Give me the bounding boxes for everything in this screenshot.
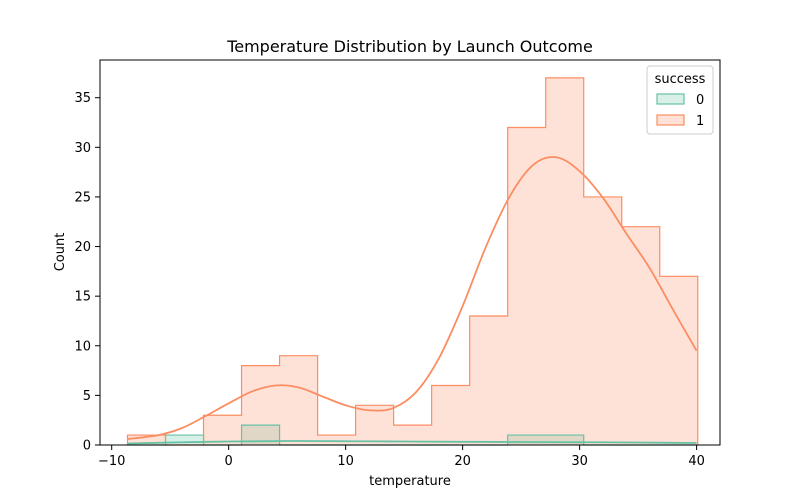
y-tick-label: 20 [74,240,91,255]
bar-series-1 [279,355,318,445]
kde-line-series-0 [127,440,697,445]
bar-series-1 [583,196,622,445]
y-tick-label: 15 [74,290,91,305]
y-tick-label: 35 [74,91,91,106]
legend-frame [646,65,714,135]
x-tick-label: 40 [688,454,705,469]
axes-frame [99,59,721,446]
bar-series-0 [507,435,546,445]
bar-series-1 [545,77,584,445]
bar-series-1 [393,425,432,445]
bar-series-1 [317,435,356,445]
bar-series-1 [621,226,660,445]
legend-title: success [655,72,706,87]
bar-series-1 [431,385,470,445]
bar-series-1 [241,365,280,445]
y-tick-label: 5 [83,389,91,404]
legend-swatch-0 [656,93,685,105]
bar-series-1 [355,405,394,445]
x-tick-label: 30 [571,454,588,469]
y-tick-label: 0 [83,439,91,454]
y-tick-label: 30 [74,141,91,156]
x-tick-label: 0 [225,454,233,469]
y-tick-label: 10 [74,339,91,354]
legend-swatch-1 [656,114,685,126]
x-tick-label: 20 [454,454,471,469]
bar-series-0 [545,435,584,445]
x-axis-label: temperature [369,474,451,489]
kde-line-series-1 [127,156,698,440]
bar-series-1 [507,127,546,445]
plot-area [126,77,699,446]
bar-series-0 [165,435,204,445]
y-tick-label: 25 [74,190,91,205]
x-axis: −10 0 10 20 30 40 [98,445,705,469]
legend-label-0: 0 [696,93,704,108]
bar-series-1 [469,316,508,445]
bar-series-1 [127,435,166,445]
bar-series-0 [241,425,280,445]
chart-title: Temperature Distribution by Launch Outco… [226,37,593,56]
legend: success 0 1 [646,65,714,135]
y-axis: 0 5 10 15 20 25 30 35 [74,91,100,454]
y-axis-label: Count [53,233,68,272]
step-outline-series-1 [126,77,699,446]
x-tick-label: −10 [98,454,125,469]
bar-series-1 [203,415,242,445]
x-tick-label: 10 [337,454,354,469]
bar-series-1 [659,276,698,445]
legend-label-1: 1 [696,114,704,129]
